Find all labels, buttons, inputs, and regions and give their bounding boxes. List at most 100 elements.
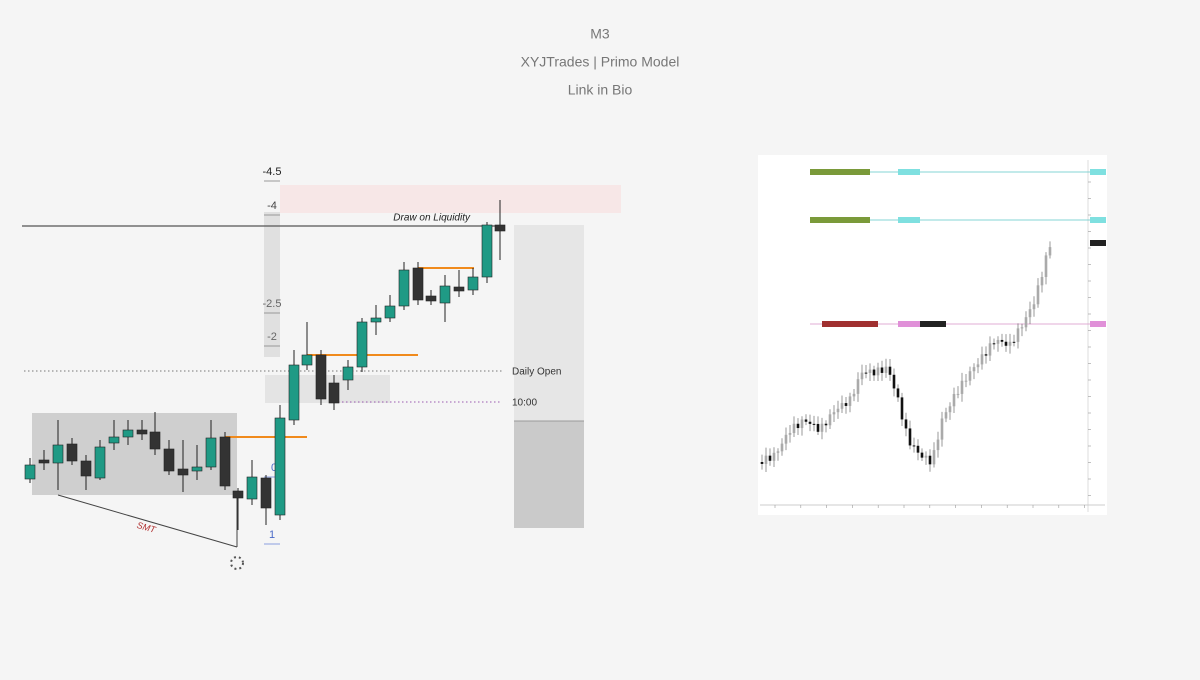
candle-body [816,423,820,432]
candle-body [24,464,36,480]
candle-body [301,354,313,366]
candle-body [772,452,776,461]
candle-body [122,429,134,438]
candle-body [808,421,812,424]
candle-body [1048,247,1052,256]
price-tag [1090,321,1106,327]
candle-body [768,455,772,461]
candle-body [467,276,479,291]
candle-body [936,439,940,451]
candle-body [191,466,203,472]
candle-body [856,379,860,394]
candle-body [860,372,864,380]
stop-box [514,421,584,528]
range-box [32,413,237,495]
candle-body [924,455,928,458]
candle-body [425,295,437,302]
candle-body [880,367,884,373]
time-label: 10:00 [512,398,537,409]
candle-body [1032,304,1036,310]
order-tag [898,321,920,327]
fib-label: -4.5 [263,166,282,178]
candle-body [439,285,451,304]
candle-body [384,305,396,319]
candle-body [804,419,808,422]
candle-body [52,444,64,464]
candle-body [944,412,948,419]
order-tag [898,217,920,223]
candle-body [764,455,768,464]
candle-body [780,443,784,452]
candle-body [494,224,506,232]
candle-body [848,396,852,406]
candle-body [136,429,148,435]
candle-body [776,451,780,453]
candle-body [1028,309,1032,318]
candle-body [900,397,904,420]
candle-body [884,366,888,373]
fib-label: 0 [271,462,277,474]
candle-body [916,445,920,453]
candle-body [246,476,258,500]
fib-label: 1 [269,529,275,541]
candle-body [800,419,804,429]
candle-body [274,417,286,516]
candle-body [370,317,382,323]
candle-body [824,423,828,426]
candle-body [896,388,900,398]
candle-body [1016,328,1020,342]
candle-body [177,468,189,476]
candle-body [342,366,354,381]
candle-body [920,452,924,458]
gap-box [265,375,390,403]
candle-body [828,414,832,426]
candle-body [956,393,960,395]
candle-body [260,477,272,509]
candle-body [872,369,876,376]
candle-body [796,423,800,429]
candle-body [968,371,972,381]
candle-body [952,394,956,407]
candle-body [932,450,936,465]
price-tag [1090,240,1106,246]
candle-body [232,490,244,499]
candle-body [1044,255,1048,277]
candle-body [219,436,231,487]
candle-body [1004,341,1008,346]
order-tag [920,321,946,327]
candle-body [984,354,988,356]
candle-body [1024,317,1028,328]
candle-body [328,382,340,404]
candle-body [844,403,848,406]
candle-body [398,269,410,307]
candle-body [820,423,824,432]
candle-body [149,431,161,450]
daily-open-label: Daily Open [512,367,561,378]
loading-icon [230,556,244,570]
liquidity-zone [280,185,621,213]
candle-body [412,267,424,301]
candle-body [980,354,984,365]
candle-body [892,374,896,389]
left-chart: SMT Draw on Liquidity Daily Open 10:00 -… [22,166,621,570]
candle-body [996,339,1000,344]
candle-body [80,460,92,477]
candle-body [1008,341,1012,346]
note: Link in Bio [568,82,633,98]
candle-body [66,443,78,462]
candle-body [940,418,944,440]
target-box [514,225,584,421]
candle-body [988,343,992,356]
candle-body [832,412,836,415]
candle-body [784,434,788,444]
price-tag [1090,169,1106,175]
candle-body [1040,276,1044,286]
candle-body [912,445,916,447]
smt-line [57,494,238,548]
candle-body [94,446,106,479]
order-tag [810,217,870,223]
candle-body [453,286,465,292]
fib-label: -4 [267,200,277,212]
panel [758,155,1107,515]
